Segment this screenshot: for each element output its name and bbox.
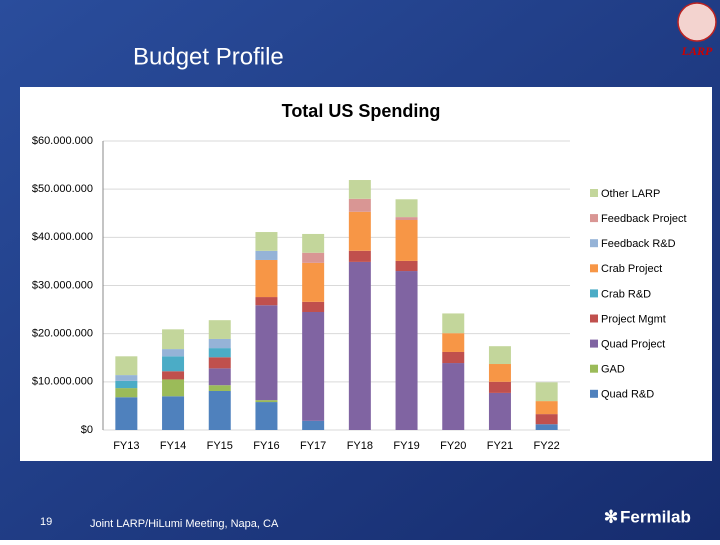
legend-swatch <box>590 239 598 248</box>
bar-segment <box>255 400 278 403</box>
bar-segment <box>488 364 511 382</box>
bar-segment <box>535 382 558 402</box>
legend-swatch <box>590 264 598 273</box>
y-tick-label: $40.000.000 <box>32 231 93 243</box>
y-tick-label: $30.000.000 <box>32 279 93 291</box>
bar-segment <box>302 252 325 263</box>
legend-swatch <box>590 339 598 348</box>
bar-segment <box>348 211 371 251</box>
bar-segment <box>442 351 465 364</box>
bar-segment <box>395 217 418 220</box>
bar-segment <box>395 260 418 272</box>
x-tick-label: FY13 <box>113 440 139 452</box>
y-tick-label: $60.000.000 <box>32 135 93 147</box>
chart-title: Total US Spending <box>282 101 441 121</box>
bar-segment <box>302 420 325 430</box>
bar-segment <box>488 381 511 393</box>
y-tick-label: $50.000.000 <box>32 183 93 195</box>
bar-segment <box>208 357 231 369</box>
bar-segment <box>208 320 231 339</box>
bar-segment <box>208 348 231 358</box>
bar-segment <box>535 401 558 415</box>
brand: Fermilab <box>620 507 691 526</box>
logo-text: LARP <box>681 44 713 58</box>
bar-segment <box>488 346 511 365</box>
y-tick-label: $10.000.000 <box>32 376 93 388</box>
bar-segment <box>395 199 418 218</box>
legend-label: Quad R&D <box>601 389 654 401</box>
legend-label: GAD <box>601 364 625 376</box>
bar-segment <box>208 338 231 349</box>
bar-segment <box>348 198 371 212</box>
bar-segment <box>255 305 278 401</box>
x-tick-label: FY17 <box>300 440 326 452</box>
bar-segment <box>115 388 138 398</box>
bar-segment <box>302 311 325 421</box>
x-tick-label: FY19 <box>393 440 419 452</box>
bar-segment <box>162 379 185 397</box>
bar-segment <box>162 396 185 430</box>
x-tick-label: FY22 <box>534 440 560 452</box>
legend-label: Other LARP <box>601 188 660 200</box>
legend-label: Crab R&D <box>601 288 651 300</box>
y-tick-label: $20.000.000 <box>32 328 93 340</box>
x-tick-label: FY16 <box>253 440 279 452</box>
bar-segment <box>255 232 278 251</box>
legend-swatch <box>590 189 598 197</box>
bar-segment <box>115 380 138 389</box>
y-tick-label: $0 <box>81 424 93 436</box>
x-tick-label: FY21 <box>487 440 513 452</box>
bar-segment <box>162 349 185 357</box>
slide-number: 19 <box>40 516 52 528</box>
bar-segment <box>488 392 511 430</box>
bar-segment <box>302 262 325 302</box>
logo: LARP <box>677 2 717 58</box>
bar-segment <box>302 301 325 312</box>
bar-segment <box>162 356 185 372</box>
bar-segment <box>208 368 231 386</box>
legend-swatch <box>590 364 598 373</box>
bar-segment <box>162 371 185 380</box>
bar-segment <box>255 402 278 430</box>
bar-segment <box>535 414 558 425</box>
bar-segment <box>208 385 231 391</box>
bar-segment <box>115 397 138 430</box>
bar-segment <box>255 297 278 306</box>
bar-segment <box>348 250 371 262</box>
x-tick-label: FY20 <box>440 440 466 452</box>
bar-segment <box>208 390 231 430</box>
bar-segment <box>115 375 138 381</box>
legend-label: Crab Project <box>601 263 662 275</box>
legend-label: Quad Project <box>601 339 665 351</box>
bar-segment <box>115 356 138 376</box>
bar-segment <box>348 180 371 199</box>
legend-label: Feedback R&D <box>601 238 676 250</box>
bar-segment <box>255 259 278 298</box>
bar-segment <box>535 424 558 430</box>
legend-swatch <box>590 214 598 223</box>
brand-icon: ✻ <box>604 507 618 526</box>
x-tick-label: FY14 <box>160 440 186 452</box>
bar-segment <box>302 233 325 253</box>
bar-segment <box>442 333 465 352</box>
legend-label: Project Mgmt <box>601 313 666 325</box>
x-tick-label: FY15 <box>207 440 233 452</box>
bar-segment <box>442 363 465 430</box>
legend-swatch <box>590 289 598 298</box>
legend-swatch <box>590 389 598 398</box>
legend-swatch <box>590 314 598 323</box>
bar-segment <box>442 313 465 334</box>
bar-segment <box>395 271 418 430</box>
bar-segment <box>395 219 418 261</box>
legend-label: Feedback Project <box>601 213 687 225</box>
bar-segment <box>255 250 278 260</box>
slide-title: Budget Profile <box>133 43 284 70</box>
bar-segment <box>162 329 185 350</box>
footer: Joint LARP/HiLumi Meeting, Napa, CA <box>90 518 279 530</box>
plot: $0 $10.000.000 $20.000.000 $30.000.000 $40.0… <box>32 135 687 452</box>
bar-segment <box>348 261 371 430</box>
x-tick-label: FY18 <box>347 440 373 452</box>
